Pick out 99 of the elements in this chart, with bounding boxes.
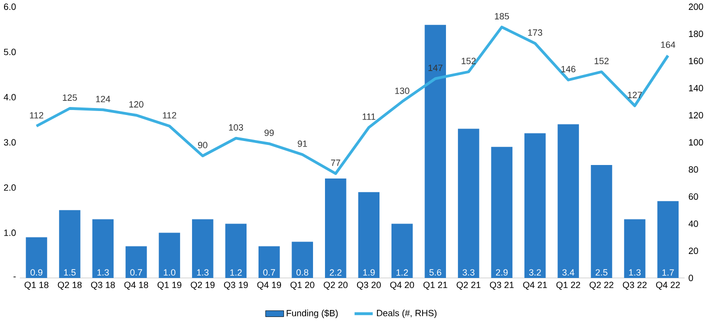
legend-label: Deals (#, RHS) [376, 310, 436, 318]
y2-tick-label: 20 [688, 248, 698, 254]
data-label: 1.3 [97, 269, 109, 276]
data-label: 0.9 [30, 269, 42, 276]
x-tick-label: Q1 22 [556, 282, 580, 290]
bar [358, 192, 380, 278]
x-tick-label: Q4 18 [124, 282, 148, 290]
x-tick-label: Q3 22 [622, 282, 647, 290]
data-label: 1.2 [230, 269, 242, 276]
data-label: 147 [428, 64, 442, 71]
data-label: 99 [264, 130, 274, 136]
bar [424, 24, 446, 278]
x-tick-label: Q1 19 [158, 282, 182, 290]
bar [126, 246, 147, 278]
bar [92, 219, 114, 278]
bar [158, 232, 180, 278]
bar [558, 124, 579, 278]
y-tick-label: 2.0 [4, 184, 16, 191]
data-label: 1.9 [363, 269, 375, 276]
y2-tick-label: 160 [689, 58, 704, 64]
data-label: 125 [62, 94, 77, 101]
x-tick-label: Q1 20 [290, 282, 314, 290]
data-label: 112 [162, 112, 176, 118]
y-tick-label: - [14, 276, 16, 278]
y2-tick-label: 180 [689, 30, 704, 38]
data-label: 152 [462, 58, 476, 64]
data-label: 152 [594, 58, 609, 64]
data-label: 2.2 [330, 269, 342, 276]
data-label: 124 [96, 96, 110, 102]
x-tick-label: Q1 21 [423, 282, 448, 290]
data-label: 91 [298, 140, 307, 147]
data-label: 1.7 [662, 269, 674, 276]
data-label: 1.3 [629, 269, 641, 276]
data-label: 77 [331, 160, 340, 166]
x-tick-label: Q3 20 [356, 282, 381, 290]
data-label: 1.2 [396, 269, 408, 276]
data-label: 1.3 [197, 269, 209, 276]
data-label: 185 [494, 12, 509, 20]
y2-tick-label: 60 [688, 193, 698, 200]
y-tick-label: 6.0 [4, 4, 16, 10]
data-label: 0.8 [296, 269, 308, 276]
y2-tick-label: 100 [689, 139, 704, 146]
bar [192, 219, 214, 278]
bar [225, 224, 247, 278]
data-label: 3.3 [462, 269, 474, 276]
y2-tick-label: 200 [688, 4, 704, 10]
data-label: 5.6 [429, 269, 442, 276]
bar [324, 178, 346, 278]
data-label: 3.4 [562, 269, 574, 276]
y-tick-label: 4.0 [4, 94, 16, 100]
y-tick-label: 1.0 [4, 230, 16, 236]
data-label: 1.0 [164, 269, 176, 276]
y-tick-label: 5.0 [4, 48, 16, 56]
x-tick-label: Q4 19 [257, 282, 282, 290]
bar [59, 210, 80, 278]
data-label: 0.7 [130, 269, 142, 276]
y2-tick-label: 140 [689, 84, 704, 92]
data-label: 130 [395, 88, 410, 94]
data-label: 2.9 [496, 269, 508, 276]
bar [657, 201, 679, 278]
data-label: 173 [528, 29, 542, 36]
data-label: 3.2 [529, 269, 541, 276]
bar [524, 133, 546, 278]
x-tick-label: Q2 19 [190, 282, 215, 290]
bar [391, 224, 413, 278]
y2-tick-label: 40 [688, 220, 698, 227]
data-label: 112 [30, 112, 44, 118]
bar [624, 219, 646, 278]
y2-tick-label: 80 [688, 166, 698, 173]
data-label: 120 [129, 101, 144, 108]
x-tick-label: Q3 19 [224, 282, 248, 290]
data-label: 2.5 [596, 269, 608, 276]
data-label: 111 [362, 114, 376, 120]
bar [26, 237, 48, 278]
y2-tick-label: 120 [689, 112, 704, 118]
x-tick-label: Q2 21 [456, 282, 480, 290]
x-tick-label: Q1 18 [24, 282, 48, 290]
x-tick-label: Q2 18 [58, 282, 82, 290]
x-tick-label: Q4 20 [390, 282, 414, 290]
data-label: 103 [229, 124, 244, 131]
y-tick-label: 3.0 [4, 139, 16, 146]
bar [292, 242, 314, 278]
data-label: 0.7 [263, 269, 275, 276]
x-tick-label: Q3 21 [490, 282, 514, 290]
bar [590, 164, 612, 278]
x-tick-label: Q2 22 [590, 282, 614, 290]
x-tick-label: Q4 21 [523, 282, 547, 290]
bar [491, 146, 512, 278]
data-label: 164 [661, 41, 676, 48]
data-label: 90 [198, 142, 208, 148]
data-label: 146 [561, 66, 576, 72]
bar [458, 128, 480, 278]
x-tick-label: Q2 20 [324, 282, 348, 290]
bar [258, 246, 280, 278]
x-tick-label: Q4 22 [656, 282, 680, 290]
legend-label: Funding ($B) [286, 310, 338, 318]
y2-tick-label: 0 [688, 274, 694, 282]
x-tick-label: Q3 18 [91, 282, 115, 290]
data-label: 1.5 [64, 269, 76, 276]
